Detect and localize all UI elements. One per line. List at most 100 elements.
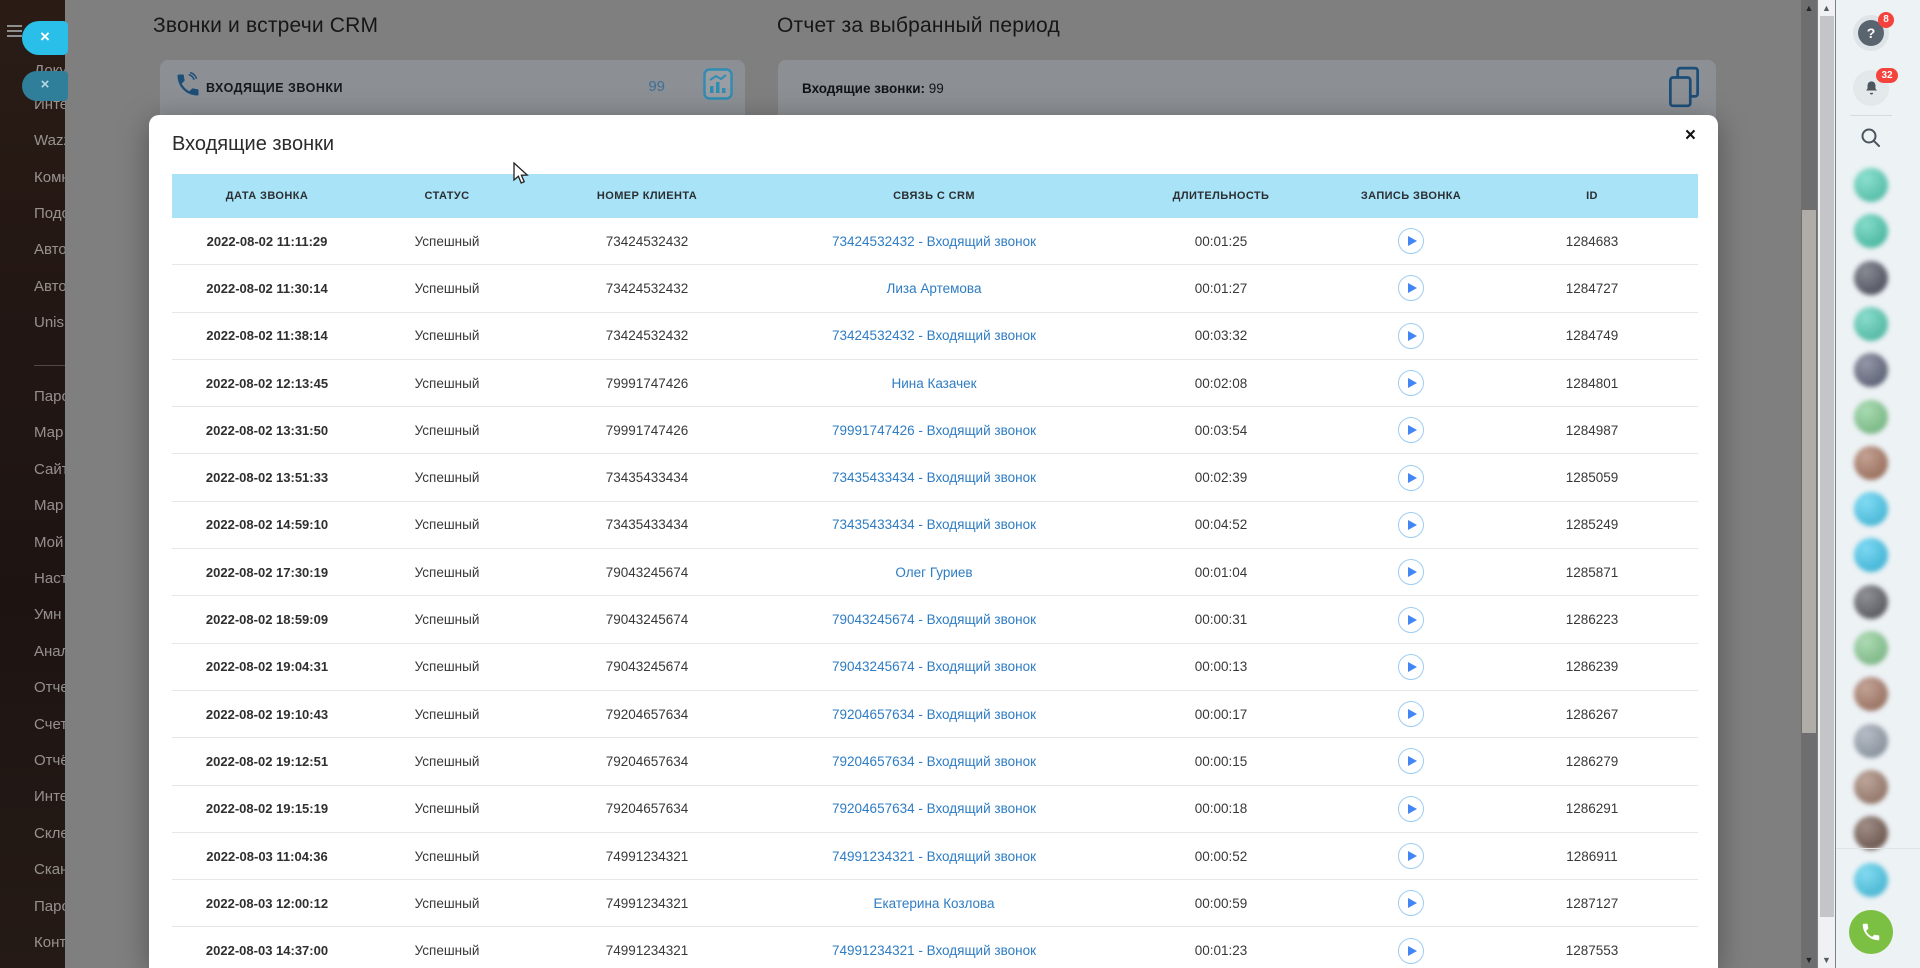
play-record-button[interactable] <box>1398 275 1424 302</box>
crm-link[interactable]: 73424532432 - Входящий звонок <box>832 328 1036 344</box>
avatar[interactable] <box>1854 399 1888 434</box>
sidebar-item[interactable]: Счет <box>34 715 65 733</box>
play-record-button[interactable] <box>1398 937 1424 964</box>
sidebar-close-button-secondary[interactable]: × <box>22 71 68 101</box>
crm-link[interactable]: Лиза Артемова <box>886 280 982 296</box>
cell-id: 1286267 <box>1565 706 1619 722</box>
crm-link[interactable]: 79204657634 - Входящий звонок <box>832 753 1036 769</box>
avatar[interactable] <box>1854 862 1888 897</box>
play-icon <box>1407 614 1417 625</box>
crm-link[interactable]: 79043245674 - Входящий звонок <box>832 612 1036 628</box>
sidebar-item[interactable]: Подо <box>34 204 65 222</box>
cell-client-number: 74991234321 <box>605 848 689 864</box>
modal-close-icon[interactable]: × <box>1684 125 1696 146</box>
avatar[interactable] <box>1854 816 1888 851</box>
crm-link[interactable]: Нина Казачек <box>891 375 977 391</box>
hamburger-menu-icon[interactable] <box>7 25 22 40</box>
modal-scrollbar-thumb[interactable] <box>1819 16 1834 917</box>
cell-client-number: 79204657634 <box>605 753 689 769</box>
play-record-button[interactable] <box>1398 511 1424 538</box>
avatar[interactable] <box>1854 306 1888 341</box>
avatar[interactable] <box>1854 168 1888 202</box>
sidebar-item[interactable]: Авто <box>34 277 65 295</box>
crm-link[interactable]: 79204657634 - Входящий звонок <box>832 706 1036 722</box>
play-record-button[interactable] <box>1398 322 1424 349</box>
avatar[interactable] <box>1854 769 1888 804</box>
sidebar-item[interactable]: Паро <box>34 897 65 915</box>
avatar[interactable] <box>1854 723 1888 758</box>
sidebar-item[interactable]: Wazz <box>34 132 65 150</box>
page-scrollbar[interactable]: ▲ ▼ <box>1801 0 1817 968</box>
crm-link[interactable]: 73424532432 - Входящий звонок <box>832 233 1036 249</box>
cell-call-record <box>1336 701 1486 728</box>
cell-crm-link: 73424532432 - Входящий звонок <box>762 328 1106 343</box>
avatar[interactable] <box>1854 445 1888 480</box>
chart-icon[interactable] <box>703 68 733 105</box>
play-record-button[interactable] <box>1398 559 1424 586</box>
play-record-button[interactable] <box>1398 370 1424 397</box>
play-record-button[interactable] <box>1398 701 1424 728</box>
play-record-button[interactable] <box>1398 417 1424 444</box>
sidebar-item[interactable]: Инте <box>34 788 65 806</box>
crm-link[interactable]: Екатерина Козлова <box>873 895 995 911</box>
cell-id: 1287553 <box>1565 943 1619 959</box>
modal-scrollbar[interactable]: ▲ ▼ <box>1818 0 1835 968</box>
avatar[interactable] <box>1854 353 1888 388</box>
play-record-button[interactable] <box>1398 843 1424 869</box>
crm-link[interactable]: 73435433434 - Входящий звонок <box>832 470 1036 486</box>
crm-link[interactable]: 74991234321 - Входящий звонок <box>832 943 1036 959</box>
crm-link[interactable]: Олег Гуриев <box>895 564 973 580</box>
play-record-button[interactable] <box>1398 653 1424 680</box>
cell-status: Успешный <box>414 753 480 769</box>
sidebar-item[interactable]: Отчё <box>34 752 65 769</box>
play-record-button[interactable] <box>1398 606 1424 633</box>
copy-icon[interactable] <box>1666 66 1702 115</box>
avatar[interactable] <box>1854 492 1888 527</box>
play-record-button[interactable] <box>1398 890 1424 917</box>
avatar[interactable] <box>1854 260 1888 295</box>
table-row: 2022-08-02 11:30:14 Успешный 73424532432 Ли… <box>172 265 1698 313</box>
sidebar-item[interactable]: Умн <box>34 606 62 624</box>
sidebar-item[interactable]: Конт <box>34 934 65 951</box>
avatar[interactable] <box>1854 631 1888 665</box>
cell-id: 1287127 <box>1565 895 1619 911</box>
crm-link[interactable]: 79204657634 - Входящий звонок <box>832 801 1036 817</box>
play-record-button[interactable] <box>1398 748 1424 775</box>
avatar[interactable] <box>1854 214 1888 249</box>
avatar[interactable] <box>1854 584 1888 619</box>
sidebar-item[interactable]: Авто <box>34 241 65 259</box>
sidebar-item[interactable]: Мар <box>34 497 64 515</box>
sidebar-item[interactable]: Мар <box>34 424 64 442</box>
play-record-button[interactable] <box>1398 464 1424 491</box>
sidebar-close-button[interactable]: × <box>22 21 68 55</box>
sidebar-item[interactable]: Анал <box>34 642 65 660</box>
rail-divider <box>1850 115 1892 116</box>
page-scrollbar-thumb[interactable] <box>1802 210 1816 733</box>
cell-crm-link: 74991234321 - Входящий звонок <box>762 943 1106 958</box>
sidebar-item[interactable]: Паро <box>34 388 65 405</box>
sidebar-item[interactable]: Отче <box>34 679 65 697</box>
crm-link[interactable]: 74991234321 - Входящий звонок <box>832 848 1036 864</box>
scroll-up-icon[interactable]: ▲ <box>1822 3 1831 13</box>
crm-link[interactable]: 79991747426 - Входящий звонок <box>832 422 1036 438</box>
sidebar-item[interactable]: Мой <box>34 533 64 551</box>
sidebar-item[interactable]: Скан <box>34 861 65 879</box>
sidebar-item[interactable]: Наст <box>34 570 65 587</box>
scroll-down-icon[interactable]: ▼ <box>1822 955 1831 965</box>
search-icon[interactable] <box>1860 127 1882 154</box>
crm-link[interactable]: 79043245674 - Входящий звонок <box>832 659 1036 675</box>
avatar[interactable] <box>1854 677 1888 712</box>
table-row: 2022-08-02 19:04:31 Успешный 79043245674 79… <box>172 643 1698 691</box>
sidebar-item[interactable]: Скле <box>34 824 65 842</box>
cell-duration: 00:04:52 <box>1194 517 1248 533</box>
sidebar-item[interactable]: Комн <box>34 168 65 186</box>
avatar[interactable] <box>1854 538 1888 573</box>
crm-link[interactable]: 73435433434 - Входящий звонок <box>832 517 1036 533</box>
call-button[interactable] <box>1849 910 1893 954</box>
scroll-up-icon[interactable]: ▲ <box>1804 3 1814 13</box>
scroll-down-icon[interactable]: ▼ <box>1804 955 1814 965</box>
play-record-button[interactable] <box>1398 228 1424 255</box>
play-record-button[interactable] <box>1398 795 1424 822</box>
sidebar-item[interactable]: Сайт <box>34 460 65 478</box>
sidebar-item[interactable]: Unis <box>34 313 65 331</box>
